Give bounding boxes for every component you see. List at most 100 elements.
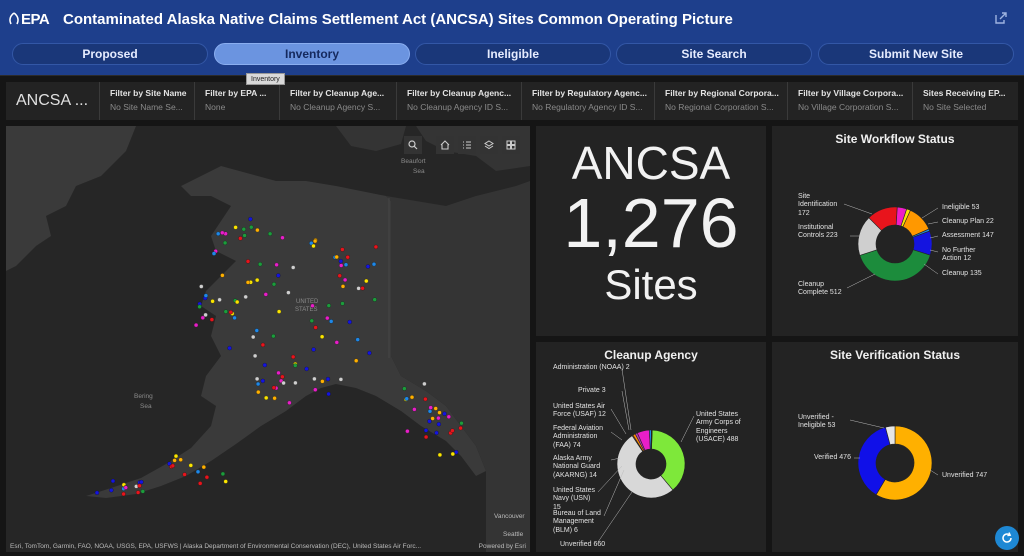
site-marker[interactable] xyxy=(423,428,429,433)
site-marker[interactable] xyxy=(436,422,441,427)
site-marker[interactable] xyxy=(428,405,433,410)
site-marker[interactable] xyxy=(260,342,266,348)
site-marker[interactable] xyxy=(313,387,318,392)
site-marker[interactable] xyxy=(371,262,377,267)
site-marker[interactable] xyxy=(197,304,202,309)
site-marker[interactable] xyxy=(423,434,429,440)
site-marker[interactable] xyxy=(178,457,183,462)
site-marker[interactable] xyxy=(309,241,314,246)
site-marker[interactable] xyxy=(233,225,238,230)
site-marker[interactable] xyxy=(254,376,260,382)
site-marker[interactable] xyxy=(437,452,443,458)
site-marker[interactable] xyxy=(345,255,350,260)
site-marker[interactable] xyxy=(203,293,209,298)
site-marker[interactable] xyxy=(242,233,247,238)
alaska-map[interactable]: Beaufort Sea Bering Sea UNITED STATES Va… xyxy=(6,126,530,552)
filter-regulatory-agency[interactable]: Filter by Regulatory Agenc... No Regulato… xyxy=(522,82,655,120)
site-marker[interactable] xyxy=(372,297,377,302)
powered-by-esri[interactable]: Powered by Esri xyxy=(478,543,526,550)
site-marker[interactable] xyxy=(222,240,228,246)
site-marker[interactable] xyxy=(304,366,309,372)
filter-village-corporation[interactable]: Filter by Village Corpora... No Village C… xyxy=(788,82,913,120)
donut-slice-cleanup-complete[interactable] xyxy=(859,249,931,282)
site-marker[interactable] xyxy=(223,479,228,484)
site-marker[interactable] xyxy=(209,317,215,322)
site-marker[interactable] xyxy=(170,463,175,468)
site-marker[interactable] xyxy=(338,259,343,264)
workflow-donut-chart[interactable] xyxy=(772,126,1018,336)
filter-site-name[interactable]: Filter by Site Name No Site Name Se... xyxy=(100,82,195,120)
filter-cleanup-agency-id[interactable]: Filter by Cleanup Agenc... No Cleanup Age… xyxy=(397,82,522,120)
site-marker[interactable] xyxy=(123,485,128,490)
site-marker[interactable] xyxy=(334,340,339,345)
site-marker[interactable] xyxy=(326,391,331,397)
site-marker[interactable] xyxy=(267,231,273,236)
site-marker[interactable] xyxy=(313,325,318,330)
site-marker[interactable] xyxy=(281,380,286,386)
tab-site-search[interactable]: Site Search xyxy=(616,43,812,65)
site-marker[interactable] xyxy=(216,231,221,236)
site-marker[interactable] xyxy=(211,251,217,256)
site-marker[interactable] xyxy=(193,322,199,328)
site-marker[interactable] xyxy=(339,263,344,268)
site-marker[interactable] xyxy=(258,262,263,267)
site-marker[interactable] xyxy=(319,334,325,339)
site-marker[interactable] xyxy=(325,315,330,321)
site-marker[interactable] xyxy=(140,489,145,494)
site-marker[interactable] xyxy=(263,292,268,297)
site-marker[interactable] xyxy=(360,286,365,291)
site-marker[interactable] xyxy=(255,227,260,233)
verification-donut-chart[interactable] xyxy=(772,342,1018,552)
site-marker[interactable] xyxy=(423,396,428,402)
site-marker[interactable] xyxy=(195,469,201,474)
site-marker[interactable] xyxy=(94,490,100,495)
site-marker[interactable] xyxy=(248,216,253,222)
site-marker[interactable] xyxy=(227,345,232,351)
site-marker[interactable] xyxy=(276,309,282,314)
site-marker[interactable] xyxy=(291,354,296,360)
site-marker[interactable] xyxy=(110,478,116,484)
site-marker[interactable] xyxy=(446,414,451,419)
refresh-button[interactable] xyxy=(995,526,1019,550)
site-marker[interactable] xyxy=(235,299,240,305)
site-marker[interactable] xyxy=(458,425,463,431)
site-marker[interactable] xyxy=(228,310,233,315)
site-marker[interactable] xyxy=(329,319,334,324)
site-marker[interactable] xyxy=(450,451,455,457)
site-marker[interactable] xyxy=(139,479,144,485)
site-marker[interactable] xyxy=(320,379,325,384)
site-marker[interactable] xyxy=(109,488,114,493)
site-marker[interactable] xyxy=(442,411,447,416)
site-marker[interactable] xyxy=(220,273,225,278)
site-marker[interactable] xyxy=(404,396,409,401)
donut-slice-institutional-controls[interactable] xyxy=(857,217,882,256)
site-marker[interactable] xyxy=(276,370,281,376)
site-marker[interactable] xyxy=(340,284,346,289)
site-marker[interactable] xyxy=(402,386,407,391)
map-attribution[interactable]: Esri, TomTom, Garmin, FAO, NOAA, USGS, E… xyxy=(10,543,422,550)
filter-cleanup-agency[interactable]: Filter by Cleanup Age... No Cleanup Agenc… xyxy=(280,82,397,120)
site-marker[interactable] xyxy=(311,243,316,249)
site-marker[interactable] xyxy=(217,297,222,302)
site-marker[interactable] xyxy=(354,358,359,363)
site-marker[interactable] xyxy=(291,265,296,270)
site-marker[interactable] xyxy=(271,333,276,339)
site-marker[interactable] xyxy=(310,303,315,308)
site-marker[interactable] xyxy=(343,262,349,267)
map-panel[interactable]: Beaufort Sea Bering Sea UNITED STATES Va… xyxy=(6,126,530,552)
site-marker[interactable] xyxy=(204,475,210,480)
site-marker[interactable] xyxy=(430,416,435,421)
basemap-icon[interactable] xyxy=(502,136,520,154)
site-marker[interactable] xyxy=(342,277,348,283)
site-marker[interactable] xyxy=(172,458,177,463)
filter-sites-receiving-epa[interactable]: Sites Receiving EP... No Site Selected xyxy=(913,82,1013,120)
cleanup-agency-donut-chart[interactable] xyxy=(536,342,766,552)
site-marker[interactable] xyxy=(459,421,464,426)
site-marker[interactable] xyxy=(271,385,277,390)
site-marker[interactable] xyxy=(220,471,226,477)
site-marker[interactable] xyxy=(427,419,432,424)
site-markers[interactable] xyxy=(94,216,464,497)
site-marker[interactable] xyxy=(409,395,415,400)
site-marker[interactable] xyxy=(293,380,298,386)
site-marker[interactable] xyxy=(356,286,361,291)
